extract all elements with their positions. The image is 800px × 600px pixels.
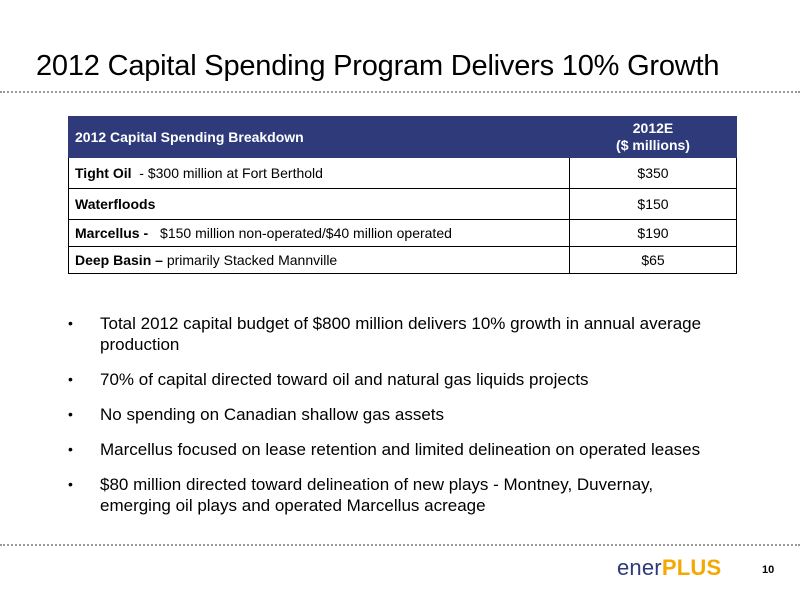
bullet-marker: •: [68, 406, 73, 422]
row-label: Tight Oil: [75, 165, 132, 181]
bullet-marker: •: [68, 315, 73, 331]
slide-title: 2012 Capital Spending Program Delivers 1…: [36, 50, 720, 82]
row-description: Deep Basin – primarily Stacked Mannville: [68, 246, 570, 274]
logo-text-plus: PLUS: [661, 555, 722, 580]
row-detail: primarily Stacked Mannville: [166, 252, 338, 268]
bullet-marker: •: [68, 441, 73, 457]
bullet-marker: •: [68, 371, 73, 387]
bullet-text: Total 2012 capital budget of $800 millio…: [100, 314, 702, 354]
bullet-text: $80 million directed toward delineation …: [100, 475, 654, 515]
table-header-row: 2012 Capital Spending Breakdown 2012E ($…: [68, 116, 737, 158]
row-value: $350: [569, 157, 737, 189]
bullet-item: • $80 million directed toward delineation…: [68, 474, 708, 516]
header-value: 2012E ($ millions): [569, 116, 737, 158]
row-description: Marcellus - $150 million non-operated/$4…: [68, 219, 570, 247]
enerplus-logo: enerPLUS: [617, 555, 721, 581]
row-value: $150: [569, 188, 737, 220]
row-value: $65: [569, 246, 737, 274]
table-row: Tight Oil - $300 million at Fort Berthol…: [68, 157, 737, 189]
bullet-item: • 70% of capital directed toward oil and …: [68, 369, 708, 390]
bullet-text: Marcellus focused on lease retention and…: [100, 440, 701, 459]
row-value: $190: [569, 219, 737, 247]
row-description: Waterfloods: [68, 188, 570, 220]
bullet-text: 70% of capital directed toward oil and n…: [100, 370, 589, 389]
logo-text-ener: ener: [617, 555, 662, 580]
row-detail: - $300 million at Fort Berthold: [139, 165, 323, 181]
bullet-marker: •: [68, 476, 73, 492]
page-number: 10: [762, 564, 775, 576]
header-description: 2012 Capital Spending Breakdown: [68, 116, 570, 158]
bullet-item: • No spending on Canadian shallow gas ass…: [68, 404, 708, 425]
row-label: Deep Basin –: [75, 252, 163, 268]
table-row: Deep Basin – primarily Stacked Mannville…: [68, 246, 737, 274]
row-detail: $150 million non-operated/$40 million op…: [160, 225, 452, 241]
table-row: Waterfloods $150: [68, 188, 737, 220]
header-value-line1: 2012E: [632, 120, 674, 136]
row-label: Marcellus -: [75, 225, 149, 241]
header-value-line2: ($ millions): [616, 137, 690, 153]
capital-spending-table: 2012 Capital Spending Breakdown 2012E ($…: [68, 116, 737, 274]
bullet-item: • Total 2012 capital budget of $800 milli…: [68, 313, 708, 355]
table-row: Marcellus - $150 million non-operated/$4…: [68, 219, 737, 247]
bullet-item: • Marcellus focused on lease retention an…: [68, 439, 708, 460]
top-divider: [0, 91, 800, 93]
bottom-divider: [0, 544, 800, 546]
row-label: Waterfloods: [75, 196, 156, 212]
bullet-list: • Total 2012 capital budget of $800 milli…: [68, 313, 708, 530]
bullet-text: No spending on Canadian shallow gas asse…: [100, 405, 445, 424]
row-description: Tight Oil - $300 million at Fort Berthol…: [68, 157, 570, 189]
